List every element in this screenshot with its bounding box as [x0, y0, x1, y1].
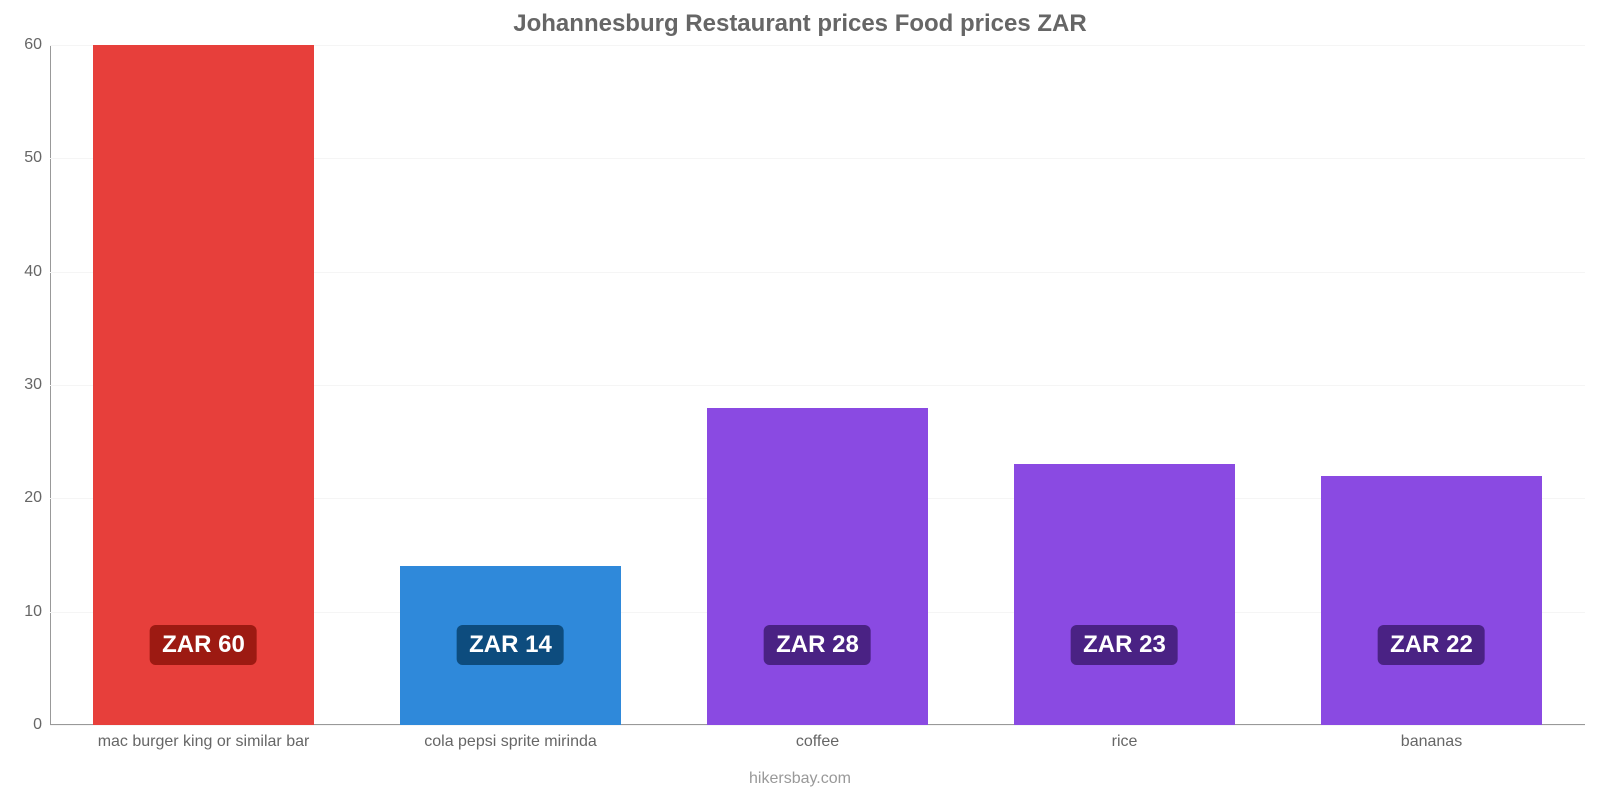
value-label: ZAR 22	[1378, 625, 1485, 665]
bar: ZAR 60	[93, 45, 314, 725]
x-tick-label: mac burger king or similar bar	[98, 725, 310, 751]
value-label: ZAR 23	[1071, 625, 1178, 665]
bar: ZAR 28	[707, 408, 928, 725]
attribution: hikersbay.com	[0, 770, 1600, 788]
plot-area: 0102030405060ZAR 60mac burger king or si…	[50, 45, 1585, 725]
y-tick-label: 10	[24, 603, 50, 621]
bar: ZAR 22	[1321, 476, 1542, 725]
y-tick-label: 20	[24, 489, 50, 507]
bar: ZAR 23	[1014, 464, 1235, 725]
y-tick-label: 0	[33, 716, 50, 734]
bar: ZAR 14	[400, 566, 621, 725]
x-tick-label: rice	[1112, 725, 1138, 751]
x-tick-label: cola pepsi sprite mirinda	[424, 725, 597, 751]
x-tick-label: coffee	[796, 725, 839, 751]
bar-chart: Johannesburg Restaurant prices Food pric…	[0, 0, 1600, 800]
chart-title: Johannesburg Restaurant prices Food pric…	[0, 10, 1600, 38]
value-label: ZAR 60	[150, 625, 257, 665]
y-tick-label: 50	[24, 149, 50, 167]
value-label: ZAR 14	[457, 625, 564, 665]
x-tick-label: bananas	[1401, 725, 1462, 751]
y-tick-label: 30	[24, 376, 50, 394]
y-tick-label: 60	[24, 36, 50, 54]
value-label: ZAR 28	[764, 625, 871, 665]
y-tick-label: 40	[24, 263, 50, 281]
